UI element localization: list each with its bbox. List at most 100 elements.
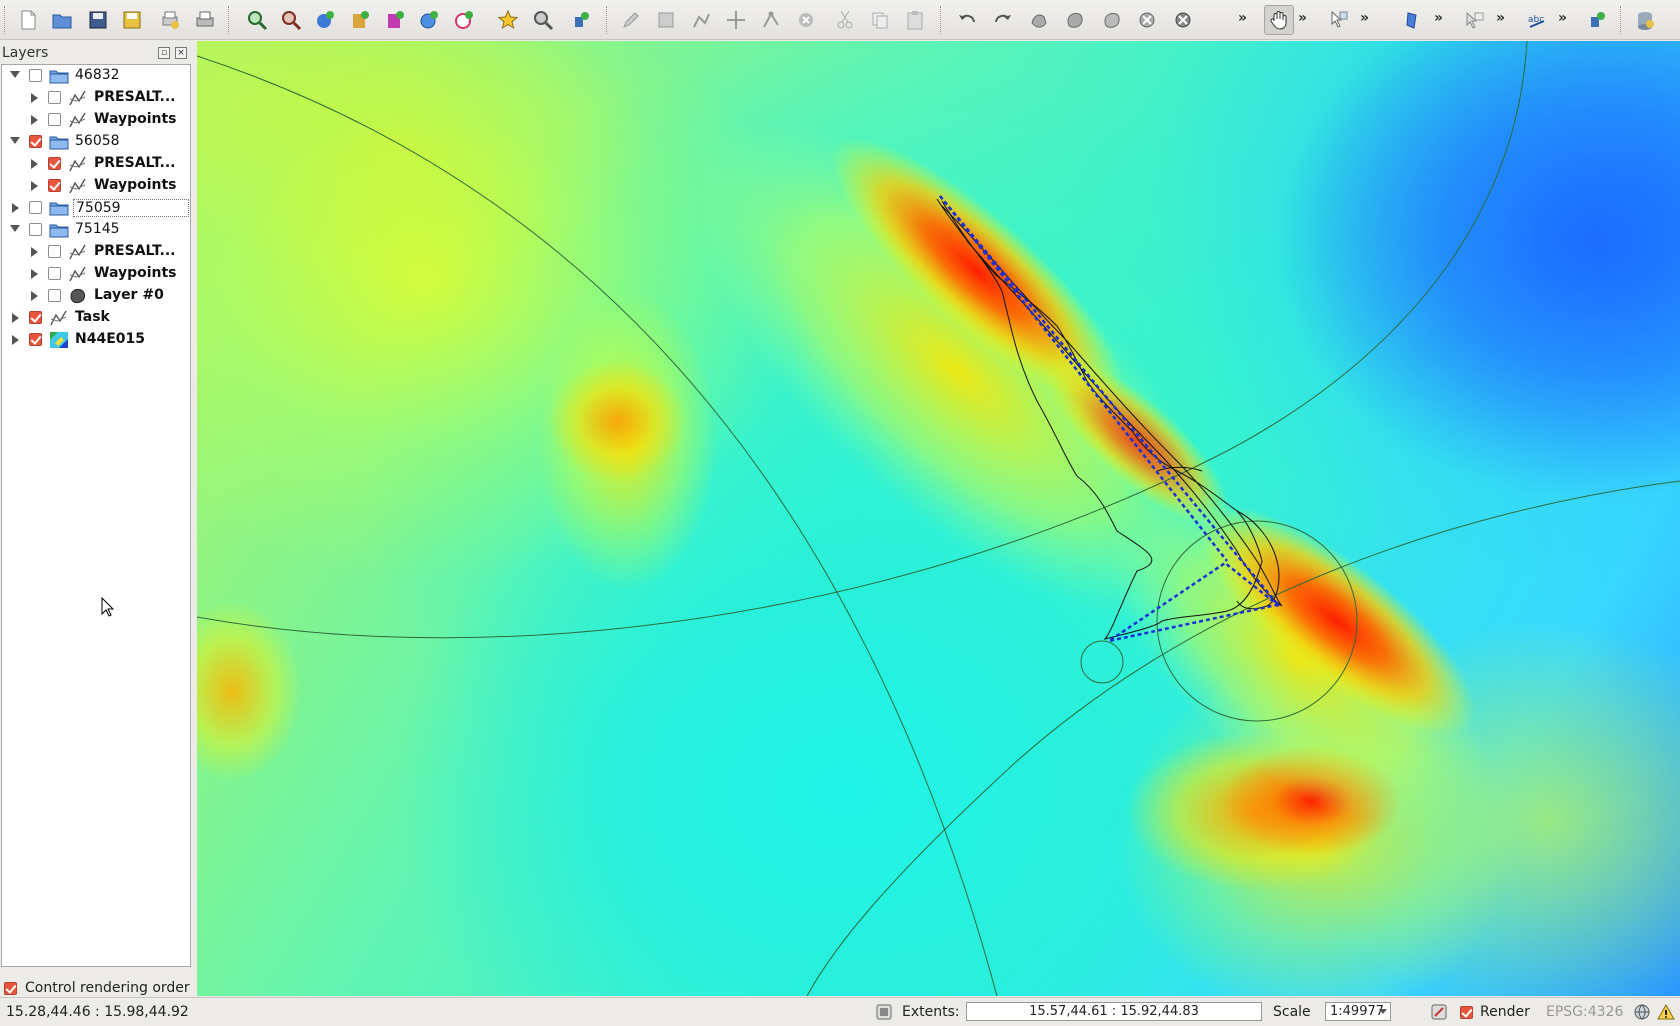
expand-arrow-icon[interactable] — [12, 313, 19, 323]
layer-visibility-checkbox[interactable] — [48, 179, 61, 192]
layer-visibility-checkbox[interactable] — [29, 223, 42, 236]
toggle-editing-button[interactable] — [616, 5, 646, 35]
save-project-button[interactable] — [83, 5, 113, 35]
layer-tree-item[interactable]: 56058 — [2, 131, 190, 153]
layer-tree-item[interactable]: PRESALT... — [2, 153, 190, 175]
undo-button[interactable] — [952, 5, 982, 35]
map-canvas[interactable] — [197, 41, 1680, 996]
scale-combo[interactable]: 1:49977 — [1325, 1002, 1391, 1021]
move-label-button[interactable] — [1460, 5, 1490, 35]
add-raster-layer-button[interactable] — [345, 5, 375, 35]
layer-visibility-checkbox[interactable] — [48, 245, 61, 258]
toolbar-handle[interactable] — [606, 6, 610, 34]
add-part-button[interactable] — [1096, 5, 1126, 35]
add-wfs-layer-button[interactable] — [449, 5, 479, 35]
collapse-arrow-icon[interactable] — [10, 137, 20, 144]
toolbar-handle[interactable] — [1620, 6, 1624, 34]
extents-field[interactable]: 15.57,44.61 : 15.92,44.83 — [966, 1002, 1262, 1021]
add-ring-button[interactable] — [1060, 5, 1090, 35]
close-panel-button[interactable]: × — [175, 47, 187, 59]
zoom-in-button[interactable] — [242, 5, 272, 35]
layer-visibility-checkbox[interactable] — [48, 289, 61, 302]
coordinate-readout[interactable]: 15.28,44.46 : 15.98,44.92 — [6, 1004, 189, 1020]
add-vector-layer-button[interactable] — [310, 5, 340, 35]
layer-tree-item[interactable]: Waypoints — [2, 175, 190, 197]
stop-render-icon[interactable] — [1430, 1003, 1448, 1021]
new-project-button[interactable] — [13, 5, 43, 35]
print-button[interactable] — [190, 5, 220, 35]
layer-tree-item[interactable]: N44E015 — [2, 329, 190, 351]
open-project-button[interactable] — [47, 5, 77, 35]
toolbar-handle[interactable] — [4, 6, 8, 34]
remove-layer-button[interactable] — [528, 5, 558, 35]
delete-part-button[interactable] — [1168, 5, 1198, 35]
expand-arrow-icon[interactable] — [31, 291, 38, 301]
render-checkbox[interactable] — [1460, 1006, 1473, 1019]
node-tool-button[interactable] — [756, 5, 786, 35]
save-as-button[interactable] — [117, 5, 147, 35]
python-console-button[interactable] — [1398, 5, 1428, 35]
layer-tree-item[interactable]: 46832 — [2, 65, 190, 87]
expand-arrow-icon[interactable] — [31, 181, 38, 191]
toolbar-overflow-button[interactable]: » — [1558, 10, 1567, 26]
layer-visibility-checkbox[interactable] — [29, 69, 42, 82]
simplify-feature-button[interactable] — [1024, 5, 1054, 35]
warning-icon[interactable] — [1657, 1003, 1675, 1021]
crs-globe-icon[interactable] — [1633, 1003, 1651, 1021]
expand-arrow-icon[interactable] — [31, 93, 38, 103]
layer-tree-item[interactable]: Waypoints — [2, 263, 190, 285]
toolbar-overflow-button[interactable]: » — [1434, 10, 1443, 26]
layer-visibility-checkbox[interactable] — [48, 157, 61, 170]
toolbar-overflow-button[interactable]: » — [1238, 10, 1247, 26]
collapse-arrow-icon[interactable] — [10, 225, 20, 232]
layer-tree-item[interactable]: Task — [2, 307, 190, 329]
layer-tree-item[interactable]: 75145 — [2, 219, 190, 241]
toolbar-overflow-button[interactable]: » — [1298, 10, 1307, 26]
toolbar-handle[interactable] — [228, 6, 232, 34]
pan-map-button[interactable] — [1264, 5, 1294, 35]
layer-visibility-checkbox[interactable] — [48, 91, 61, 104]
identify-features-button[interactable] — [1324, 5, 1354, 35]
layer-visibility-checkbox[interactable] — [29, 135, 42, 148]
layer-visibility-checkbox[interactable] — [29, 311, 42, 324]
add-wms-layer-button[interactable] — [414, 5, 444, 35]
layer-visibility-checkbox[interactable] — [48, 267, 61, 280]
expand-arrow-icon[interactable] — [12, 203, 19, 213]
layer-tree-item[interactable]: Layer #0 — [2, 285, 190, 307]
expand-arrow-icon[interactable] — [31, 247, 38, 257]
toggle-extents-icon[interactable] — [875, 1003, 893, 1021]
layer-tree-item[interactable]: 75059 — [2, 197, 190, 219]
database-manager-button[interactable] — [1630, 5, 1660, 35]
expand-arrow-icon[interactable] — [12, 335, 19, 345]
new-vector-layer-button[interactable] — [493, 5, 523, 35]
redo-button[interactable] — [988, 5, 1018, 35]
collapse-arrow-icon[interactable] — [10, 71, 20, 78]
add-feature-button[interactable] — [686, 5, 716, 35]
save-edits-button[interactable] — [651, 5, 681, 35]
toolbar-overflow-button[interactable]: » — [1360, 10, 1369, 26]
cut-features-button[interactable] — [830, 5, 860, 35]
delete-ring-button[interactable] — [1132, 5, 1162, 35]
zoom-out-button[interactable] — [276, 5, 306, 35]
layer-visibility-checkbox[interactable] — [48, 113, 61, 126]
float-panel-button[interactable]: ▫ — [158, 47, 170, 59]
toolbar-overflow-button[interactable]: » — [1496, 10, 1505, 26]
add-postgis-layer-button[interactable] — [380, 5, 410, 35]
expand-arrow-icon[interactable] — [31, 159, 38, 169]
copy-features-button[interactable] — [865, 5, 895, 35]
layer-tree[interactable]: 46832 PRESALT... Waypoints 56058 PRESALT... W… — [1, 64, 191, 967]
paste-features-button[interactable] — [900, 5, 930, 35]
plugin-button[interactable] — [566, 5, 596, 35]
layer-tree-item[interactable]: PRESALT... — [2, 241, 190, 263]
layer-tree-item[interactable]: PRESALT... — [2, 87, 190, 109]
crs-status[interactable]: EPSG:4326 — [1546, 1004, 1624, 1020]
layer-visibility-checkbox[interactable] — [29, 201, 42, 214]
labeling-button[interactable]: abc — [1522, 5, 1552, 35]
delete-selected-button[interactable] — [791, 5, 821, 35]
expand-arrow-icon[interactable] — [31, 269, 38, 279]
new-print-composer-button[interactable] — [155, 5, 185, 35]
plugin-tool-button[interactable] — [1582, 5, 1612, 35]
move-feature-button[interactable] — [721, 5, 751, 35]
layer-tree-item[interactable]: Waypoints — [2, 109, 190, 131]
layer-visibility-checkbox[interactable] — [29, 333, 42, 346]
